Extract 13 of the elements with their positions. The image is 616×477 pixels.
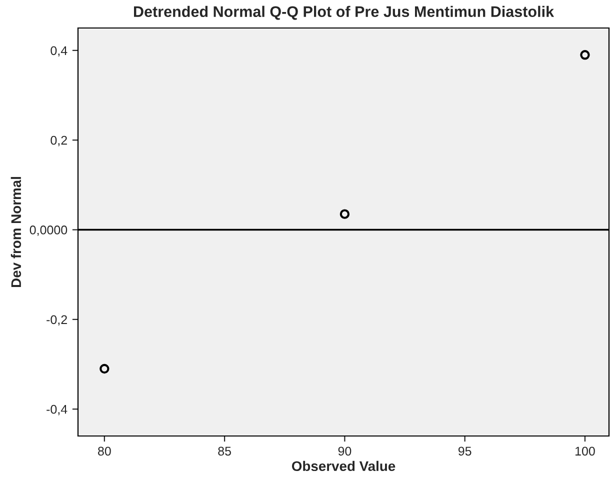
y-tick-label: -0,4 [46, 404, 68, 416]
y-tick-label: 0,0000 [30, 226, 68, 236]
x-tick-label: 90 [338, 446, 352, 456]
x-tick-label: 95 [458, 446, 472, 456]
y-tick-label: 0,2 [50, 136, 67, 146]
chart-title: Detrended Normal Q-Q Plot of Pre Jus Mentimun Diastolik [134, 6, 554, 20]
y-tick-label: -0,2 [46, 315, 67, 326]
y-tick-label: 0,4 [50, 46, 68, 57]
x-tick-label: 100 [576, 446, 595, 456]
x-tick-label: 80 [98, 446, 111, 456]
y-axis-title: Dev from Normal [10, 177, 22, 288]
x-tick-label: 85 [218, 446, 231, 456]
x-axis-title: Observed Value [292, 460, 396, 472]
